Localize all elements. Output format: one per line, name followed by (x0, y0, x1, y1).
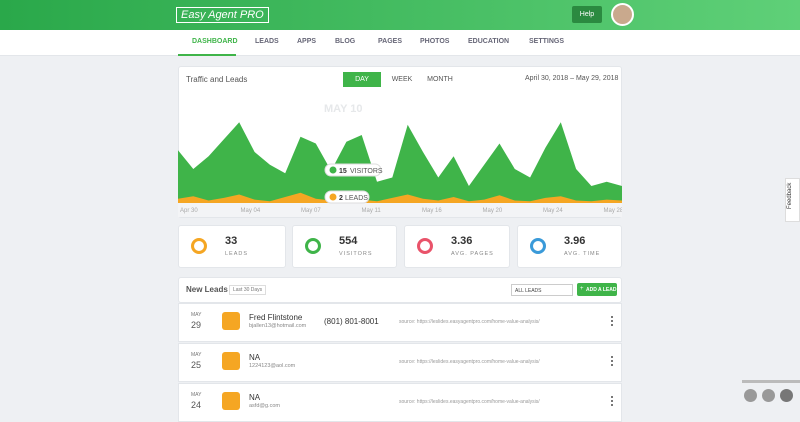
section-title: New Leads (186, 285, 228, 294)
stat-icon (191, 238, 207, 254)
stat-value: 554 (339, 235, 358, 247)
nav-item[interactable]: PHOTOS (420, 38, 450, 45)
player-progress (742, 380, 800, 383)
stat-label: AVG. PAGES (451, 251, 494, 257)
row-menu[interactable] (611, 356, 613, 366)
lead-day: 29 (191, 320, 202, 330)
player-button[interactable] (780, 389, 793, 402)
avatar[interactable] (611, 3, 634, 26)
area (178, 192, 622, 203)
area (178, 122, 622, 203)
lead-row[interactable]: MAY 25 NA 1224123@aol.com source: https://le… (178, 343, 622, 382)
stat-label: LEADS (225, 251, 249, 257)
x-label: May 20 (483, 208, 503, 214)
badge: Last 30 Days (229, 285, 267, 295)
lead-name: NA (249, 353, 261, 362)
stat-icon (417, 238, 433, 254)
lead-day: 25 (191, 360, 202, 370)
tooltip-label: VISITORS (350, 168, 383, 175)
logo[interactable]: Easy Agent PRO (176, 7, 269, 23)
plus-icon: + (580, 286, 584, 292)
stat-icon (305, 238, 321, 254)
stat-card: 33 LEADS (178, 225, 286, 268)
nav-item[interactable]: EDUCATION (468, 38, 510, 45)
lead-month: MAY (191, 352, 202, 358)
lead-name: Fred Flintstone (249, 313, 303, 322)
button-label: ADD A LEAD (586, 287, 617, 293)
tooltip-dot (329, 166, 337, 174)
nav-item[interactable]: APPS (297, 38, 317, 45)
lead-source: source: https://leslides.easyagentpro.co… (399, 359, 540, 365)
range-button[interactable]: MONTH (427, 76, 453, 83)
hover-date: MAY 10 (324, 103, 363, 115)
nav-item[interactable]: LEADS (255, 38, 279, 45)
stat-card: 3.96 AVG. TIME (517, 225, 622, 268)
row-menu[interactable] (611, 316, 613, 326)
lead-month: MAY (191, 392, 202, 398)
nav-item[interactable]: BLOG (335, 38, 356, 45)
help-button[interactable]: Help (572, 6, 602, 23)
tooltip-value: 15 (339, 168, 347, 175)
tooltip (324, 190, 370, 204)
lead-name: NA (249, 393, 261, 402)
lead-email: 1224123@aol.com (249, 363, 296, 369)
x-label: May 11 (362, 208, 382, 214)
stat-label: AVG. TIME (564, 251, 601, 257)
date-range[interactable]: April 30, 2018 – May 29, 2018 (525, 75, 619, 82)
lead-row[interactable]: MAY 29 Fred Flintstone bjallen13@hotmail.co… (178, 303, 622, 342)
filter-select[interactable]: ALL LEADS (511, 284, 573, 296)
stat-value: 33 (225, 235, 238, 247)
nav-item[interactable]: DASHBOARD (192, 38, 238, 45)
row-menu[interactable] (611, 396, 613, 406)
range-button[interactable]: DAY (343, 72, 381, 87)
player-button[interactable] (744, 389, 757, 402)
card-title: Traffic and Leads (186, 75, 248, 84)
lead-month: MAY (191, 312, 202, 318)
nav-item[interactable]: PAGES (378, 38, 402, 45)
lead-icon (222, 312, 240, 330)
lead-source: source: https://leslides.easyagentpro.co… (399, 319, 540, 325)
tooltip (324, 163, 382, 177)
tooltip-value: 2 (339, 195, 343, 202)
lead-email: bjallen13@hotmail.com (249, 323, 307, 329)
feedback-tab[interactable]: Feedback (785, 178, 800, 222)
new-leads-header: New Leads Last 30 Days ALL LEADS + ADD A… (178, 277, 622, 303)
tooltip-dot (329, 193, 337, 201)
add-lead-button[interactable]: + ADD A LEAD (577, 283, 617, 296)
tooltip-label: LEADS (345, 195, 368, 202)
x-label: May 24 (543, 208, 563, 214)
top-bar: Easy Agent PRO Help (0, 0, 800, 30)
axis-band (178, 203, 622, 217)
lead-source: source: https://leslides.easyagentpro.co… (399, 399, 540, 405)
x-label: May 04 (241, 208, 261, 214)
player-button[interactable] (762, 389, 775, 402)
stat-value: 3.36 (451, 235, 473, 247)
lead-phone: (801) 801-8001 (324, 317, 379, 326)
lead-day: 24 (191, 400, 202, 410)
nav-underline (178, 54, 236, 56)
feedback-label: Feedback (787, 182, 793, 209)
lead-icon (222, 352, 240, 370)
traffic-chart: MAY 10 Apr 30 May 04 May 07 May 11 May 16 May … (178, 103, 623, 217)
x-label: May 07 (301, 208, 321, 214)
stat-card: 3.36 AVG. PAGES (404, 225, 510, 268)
range-button[interactable]: WEEK (391, 76, 413, 83)
nav-bar (0, 30, 800, 56)
nav-item[interactable]: SETTINGS (529, 38, 565, 45)
stat-label: VISITORS (339, 251, 373, 257)
lead-icon (222, 392, 240, 410)
stat-icon (530, 238, 546, 254)
stat-card: 554 VISITORS (292, 225, 397, 268)
x-label: Apr 30 (180, 208, 198, 214)
lead-email: asfd@g.com (249, 403, 280, 409)
x-label: May 28 (604, 208, 623, 214)
stat-value: 3.96 (564, 235, 586, 247)
x-label: May 16 (422, 208, 442, 214)
lead-row[interactable]: MAY 24 NA asfd@g.com source: https://leslide… (178, 383, 622, 422)
